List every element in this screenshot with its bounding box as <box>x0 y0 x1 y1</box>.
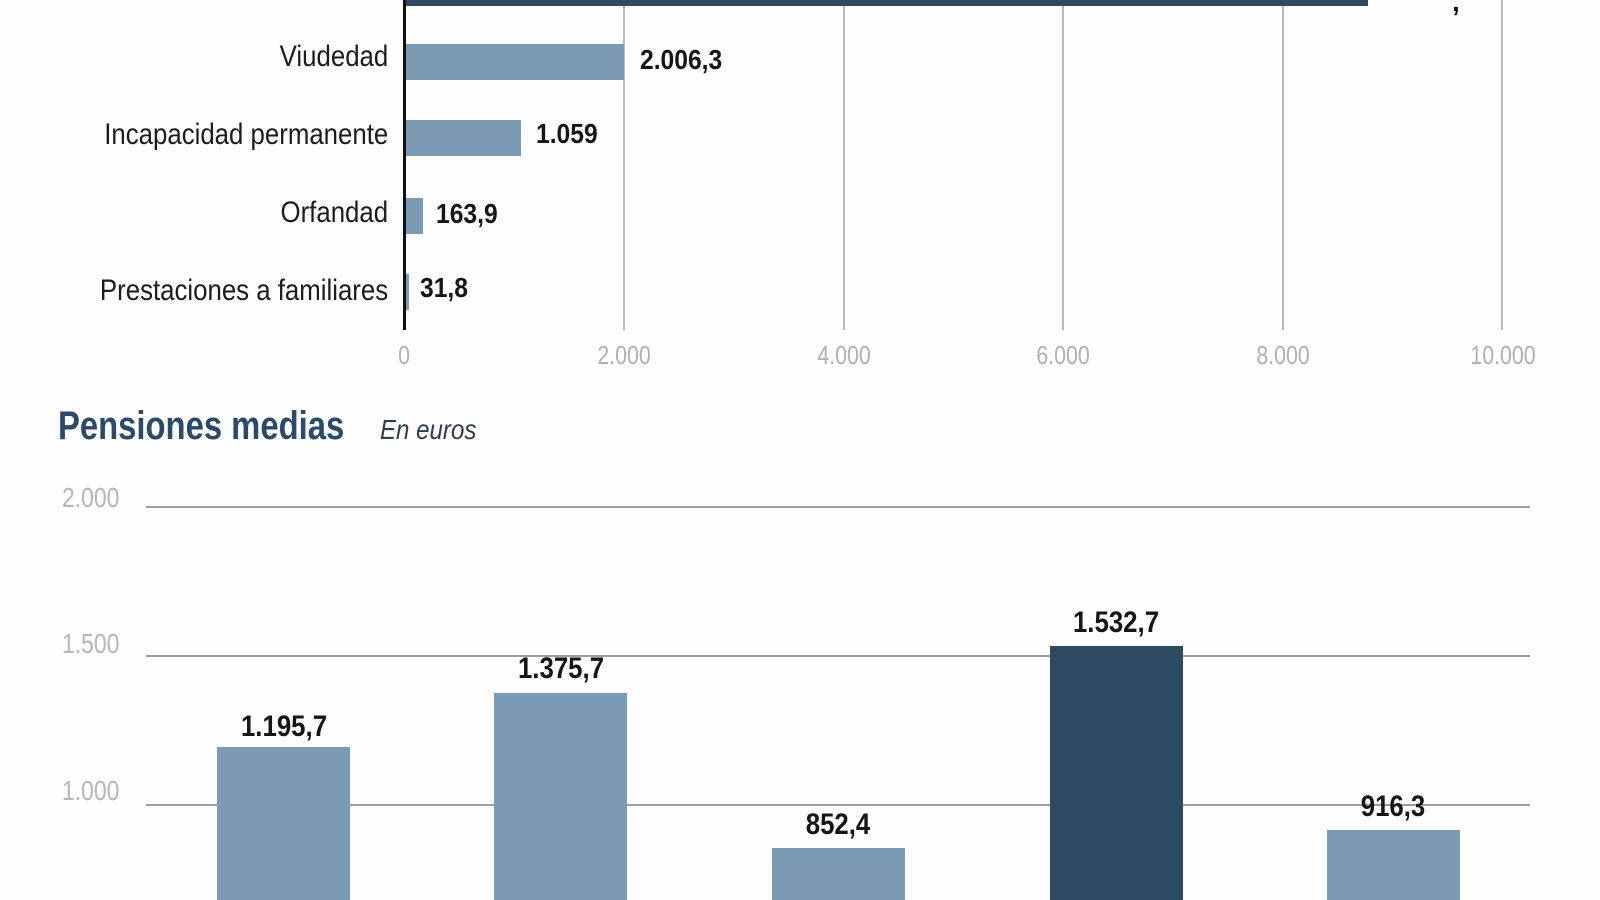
ytick-1500: 1.500 <box>62 628 120 659</box>
value-bar-1: 1.195,7 <box>240 710 328 743</box>
gridline-8000 <box>1282 0 1284 330</box>
bar-prestaciones <box>405 274 409 310</box>
xtick-6000: 6.000 <box>1036 340 1090 370</box>
chart-subtitle: En euros <box>380 414 477 445</box>
gridline-10000 <box>1501 0 1503 330</box>
value-bar-2: 1.375,7 <box>517 652 605 685</box>
label-prestaciones: Prestaciones a familiares <box>99 274 388 307</box>
bar-top-cutoff <box>405 0 1368 6</box>
bar-5 <box>1327 830 1460 900</box>
bar-incapacidad <box>405 120 521 156</box>
value-orfandad: 163,9 <box>436 198 498 229</box>
value-bar-4: 1.532,7 <box>1072 606 1160 639</box>
value-prestaciones: 31,8 <box>420 272 468 303</box>
xtick-0: 0 <box>398 340 410 370</box>
xtick-4000: 4.000 <box>817 340 871 370</box>
bar-orfandad <box>405 198 423 234</box>
gridline-4000 <box>843 0 845 330</box>
gridline-2000 <box>146 506 1530 508</box>
gridline-2000 <box>623 0 625 330</box>
ytick-1000: 1.000 <box>62 775 120 806</box>
value-incapacidad: 1.059 <box>536 118 598 149</box>
label-incapacidad: Incapacidad permanente <box>103 118 388 151</box>
gridline-6000 <box>1062 0 1064 330</box>
bar-4-highlight <box>1050 646 1183 900</box>
zero-axis <box>403 0 406 330</box>
gridline-1000 <box>146 804 1530 806</box>
value-bar-3: 852,4 <box>805 808 871 841</box>
chart-title: Pensiones medias <box>58 404 345 448</box>
xtick-10000: 10.000 <box>1470 340 1536 370</box>
xtick-8000: 8.000 <box>1256 340 1310 370</box>
value-viudedad: 2.006,3 <box>640 44 723 75</box>
label-viudedad: Viudedad <box>279 40 388 73</box>
label-orfandad: Orfandad <box>280 196 388 229</box>
ytick-2000: 2.000 <box>62 482 120 513</box>
bar-2 <box>494 693 627 900</box>
value-bar-5: 916,3 <box>1360 790 1426 823</box>
bar-1 <box>217 747 350 900</box>
bar-top-value-fragment: , <box>1452 0 1460 17</box>
gridline-1500 <box>146 655 1530 657</box>
bar-viudedad <box>405 44 624 80</box>
xtick-2000: 2.000 <box>597 340 651 370</box>
bar-3 <box>772 848 905 900</box>
